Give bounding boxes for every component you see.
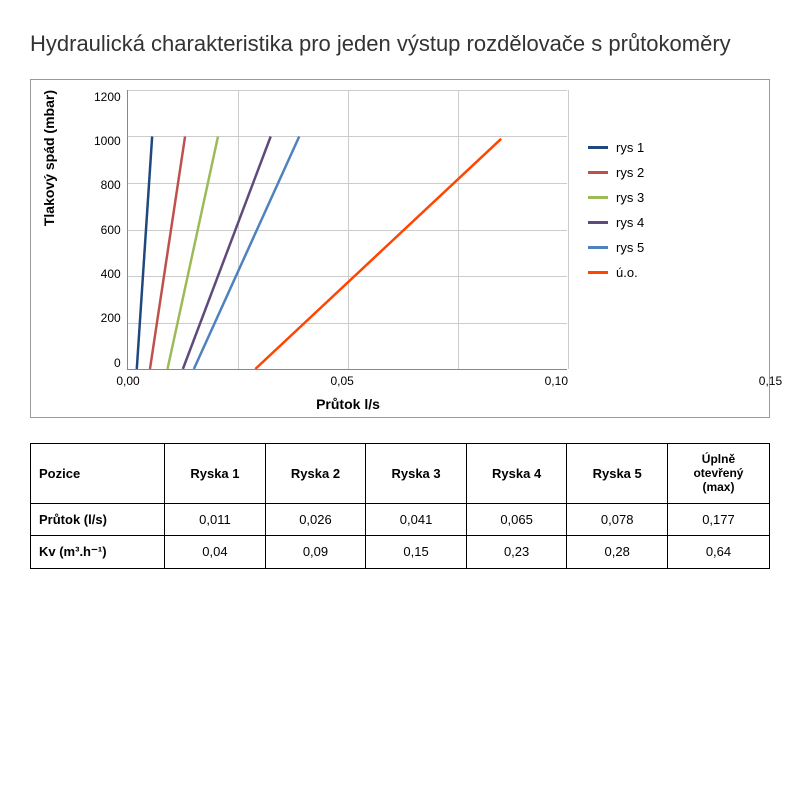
table-cell: 0,065 bbox=[466, 503, 567, 535]
y-axis-label: Tlakový spád (mbar) bbox=[41, 90, 57, 226]
series-line bbox=[150, 136, 185, 369]
legend-label: rys 4 bbox=[616, 215, 644, 230]
table-header: Ryska 3 bbox=[366, 443, 467, 503]
legend-item: ú.o. bbox=[588, 265, 644, 280]
table-header: Ryska 1 bbox=[165, 443, 266, 503]
row-label: Kv (m³.h⁻¹) bbox=[31, 535, 165, 568]
y-tick: 1200 bbox=[94, 90, 121, 104]
table-header: Ryska 4 bbox=[466, 443, 567, 503]
table-header: Pozice bbox=[31, 443, 165, 503]
legend-swatch bbox=[588, 221, 608, 224]
y-tick: 600 bbox=[101, 223, 121, 237]
legend: rys 1 rys 2 rys 3 rys 4 rys 5 ú.o. bbox=[588, 140, 644, 290]
legend-label: rys 2 bbox=[616, 165, 644, 180]
table-header: Ryska 2 bbox=[265, 443, 366, 503]
legend-label: rys 3 bbox=[616, 190, 644, 205]
legend-item: rys 2 bbox=[588, 165, 644, 180]
legend-item: rys 5 bbox=[588, 240, 644, 255]
legend-item: rys 1 bbox=[588, 140, 644, 155]
y-tick: 200 bbox=[101, 311, 121, 325]
legend-swatch bbox=[588, 146, 608, 149]
table-row: Průtok (l/s)0,0110,0260,0410,0650,0780,1… bbox=[31, 503, 770, 535]
legend-label: ú.o. bbox=[616, 265, 638, 280]
row-label: Průtok (l/s) bbox=[31, 503, 165, 535]
series-line bbox=[255, 138, 501, 368]
table-header: Úplněotevřený(max) bbox=[667, 443, 769, 503]
y-tick: 1000 bbox=[94, 134, 121, 148]
x-tick: 0,10 bbox=[545, 374, 568, 388]
legend-label: rys 5 bbox=[616, 240, 644, 255]
y-tick: 0 bbox=[114, 356, 121, 370]
table-cell: 0,177 bbox=[667, 503, 769, 535]
plot-area bbox=[127, 90, 567, 370]
table-cell: 0,28 bbox=[567, 535, 668, 568]
x-tick: 0,05 bbox=[330, 374, 353, 388]
table-cell: 0,09 bbox=[265, 535, 366, 568]
table-cell: 0,078 bbox=[567, 503, 668, 535]
table-cell: 0,041 bbox=[366, 503, 467, 535]
series-line bbox=[183, 136, 271, 369]
legend-item: rys 4 bbox=[588, 215, 644, 230]
x-axis-ticks: 0,000,050,100,150,20 bbox=[128, 370, 568, 388]
x-axis-label: Průtok l/s bbox=[128, 396, 568, 412]
table-cell: 0,15 bbox=[366, 535, 467, 568]
table-cell: 0,64 bbox=[667, 535, 769, 568]
x-tick: 0,00 bbox=[116, 374, 139, 388]
legend-swatch bbox=[588, 246, 608, 249]
chart-container: Tlakový spád (mbar) 1200 1000 800 600 400 200… bbox=[30, 79, 770, 418]
legend-label: rys 1 bbox=[616, 140, 644, 155]
series-line bbox=[136, 136, 151, 369]
y-tick: 400 bbox=[101, 267, 121, 281]
chart-title: Hydraulická charakteristika pro jeden vý… bbox=[30, 30, 770, 59]
legend-swatch bbox=[588, 171, 608, 174]
table-cell: 0,011 bbox=[165, 503, 266, 535]
table-cell: 0,04 bbox=[165, 535, 266, 568]
y-axis-ticks: 1200 1000 800 600 400 200 0 bbox=[94, 90, 127, 370]
legend-item: rys 3 bbox=[588, 190, 644, 205]
legend-swatch bbox=[588, 271, 608, 274]
data-table: PoziceRyska 1Ryska 2Ryska 3Ryska 4Ryska … bbox=[30, 443, 770, 569]
x-tick: 0,15 bbox=[759, 374, 782, 388]
table-cell: 0,23 bbox=[466, 535, 567, 568]
y-tick: 800 bbox=[101, 178, 121, 192]
table-row: Kv (m³.h⁻¹)0,040,090,150,230,280,64 bbox=[31, 535, 770, 568]
legend-swatch bbox=[588, 196, 608, 199]
table-header: Ryska 5 bbox=[567, 443, 668, 503]
table-cell: 0,026 bbox=[265, 503, 366, 535]
